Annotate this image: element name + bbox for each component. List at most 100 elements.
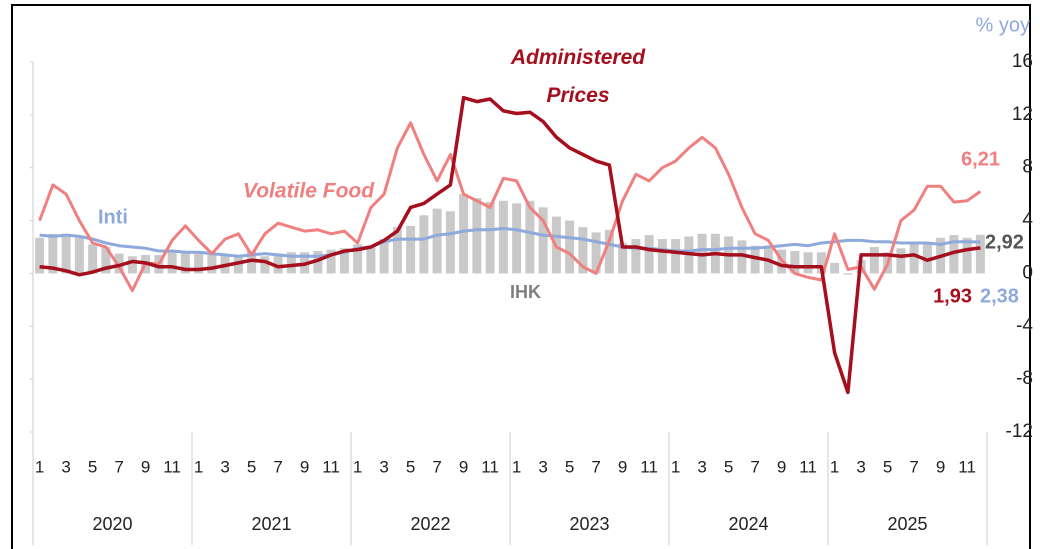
bar (975, 234, 985, 274)
x-tick-label: 9 (300, 457, 309, 476)
x-tick-label: 7 (114, 457, 123, 476)
x-tick-label: 11 (640, 457, 658, 476)
x-tick-label: 3 (379, 457, 388, 476)
x-tick-label: 9 (618, 457, 627, 476)
bar (61, 233, 71, 274)
bar (657, 239, 667, 274)
value-label: 2,38 (980, 285, 1019, 307)
bar (180, 250, 190, 274)
bar (167, 252, 177, 274)
bar (671, 239, 681, 274)
x-tick-label: 5 (247, 457, 256, 476)
bar (379, 239, 389, 274)
x-tick-label: 3 (61, 457, 70, 476)
x-tick-label: 5 (406, 457, 415, 476)
y-tick-label: -4 (1016, 315, 1033, 336)
y-tick-label: -8 (1016, 368, 1033, 389)
x-tick-label: 11 (163, 457, 181, 476)
y-tick-label: -12 (1006, 421, 1033, 442)
bar (949, 235, 959, 274)
bar (273, 253, 283, 274)
bar (366, 245, 376, 274)
y-tick-label: 12 (1012, 104, 1033, 125)
x-tick-label: 5 (724, 457, 733, 476)
bar (962, 237, 972, 274)
x-tick-label: 5 (883, 457, 892, 476)
bar (260, 256, 270, 274)
x-tick-label: 9 (141, 457, 150, 476)
bar (578, 227, 588, 274)
x-tick-label: 11 (322, 457, 340, 476)
series-label: Inti (98, 206, 128, 228)
bar (525, 200, 535, 274)
bar (445, 211, 455, 274)
value-label: 1,93 (933, 285, 972, 307)
value-label: 2,92 (985, 231, 1024, 253)
bar (498, 200, 508, 274)
bar (353, 244, 363, 274)
bar (909, 241, 919, 274)
bar (644, 235, 654, 274)
x-tick-label: 7 (750, 457, 759, 476)
bar (750, 245, 760, 274)
bar (591, 232, 601, 274)
bar (432, 208, 442, 274)
year-label: 2022 (410, 514, 450, 534)
bar (406, 225, 416, 274)
x-tick-label: 7 (909, 457, 918, 476)
bar (737, 240, 747, 274)
frame (11, 4, 1031, 549)
bar (194, 252, 204, 274)
y-tick-label: 16 (1012, 51, 1033, 72)
bar (472, 198, 482, 274)
x-tick-label: 1 (353, 457, 362, 476)
x-tick-label: 7 (591, 457, 600, 476)
year-label: 2023 (569, 514, 609, 534)
bar (512, 203, 522, 274)
bar (896, 248, 906, 274)
bar (48, 233, 58, 274)
bar (286, 252, 296, 274)
y-axis-label: % yoy (976, 14, 1030, 36)
x-tick-label: 3 (697, 457, 706, 476)
year-label: 2021 (251, 514, 291, 534)
x-tick-label: 5 (565, 457, 574, 476)
line (38, 121, 982, 293)
bar (618, 243, 628, 274)
y-tick-label: 0 (1022, 262, 1033, 283)
bar (803, 252, 813, 274)
series-label: Volatile Food (243, 180, 375, 203)
bar (459, 194, 469, 274)
bar (114, 253, 124, 274)
x-tick-label: 3 (220, 457, 229, 476)
x-tick-label: 11 (958, 457, 976, 476)
bar (127, 256, 137, 274)
bar (247, 250, 257, 274)
line (39, 95, 981, 395)
bar (88, 244, 98, 274)
x-tick-label: 9 (777, 457, 786, 476)
x-tick-label: 11 (481, 457, 499, 476)
bar (830, 262, 840, 274)
x-tick-label: 7 (432, 457, 441, 476)
bar (869, 247, 879, 274)
bar (339, 248, 349, 274)
bar (604, 229, 614, 274)
bar (419, 215, 429, 274)
bar (35, 237, 45, 274)
x-tick-label: 1 (194, 457, 203, 476)
x-tick-label: 9 (459, 457, 468, 476)
x-tick-label: 11 (799, 457, 817, 476)
bar (631, 239, 641, 274)
bar (485, 202, 495, 274)
x-tick-label: 3 (856, 457, 865, 476)
x-tick-label: 5 (88, 457, 97, 476)
bar (101, 247, 111, 274)
x-tick-label: 1 (671, 457, 680, 476)
year-label: 2025 (887, 514, 927, 534)
y-tick-label: 8 (1022, 157, 1033, 178)
bar (313, 250, 323, 274)
bar (326, 249, 336, 274)
x-tick-label: 1 (830, 457, 839, 476)
